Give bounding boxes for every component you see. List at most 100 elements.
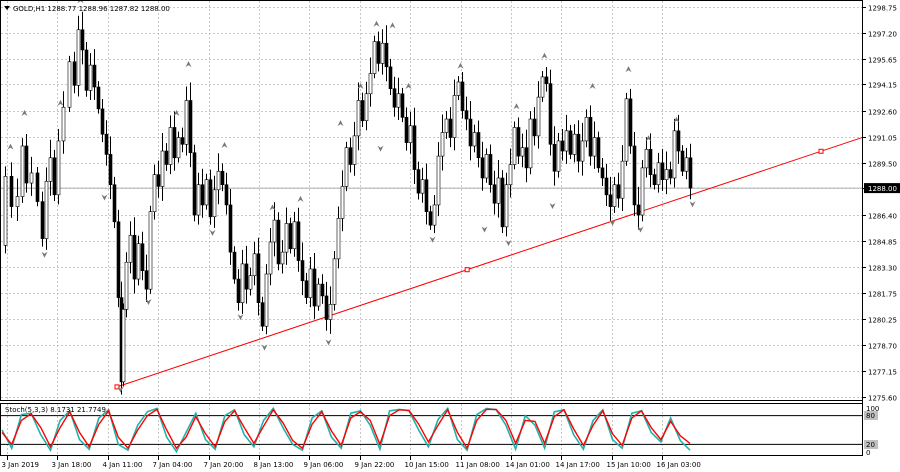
candle-body: [544, 76, 549, 84]
candle-body: [232, 251, 237, 280]
candle-body: [76, 29, 81, 86]
candle-body: [616, 184, 621, 199]
candle-body: [176, 137, 181, 159]
candle-body: [168, 127, 173, 165]
candle-body: [572, 133, 577, 155]
candle-body: [88, 64, 93, 91]
time-tick-label: 11 Jan 08:00: [456, 461, 500, 469]
stochastic-label: Stoch(5,3,3) 8.1731 21.7749: [5, 406, 106, 414]
time-tick-label: 8 Jan 13:00: [254, 461, 294, 469]
candle-body: [576, 133, 581, 162]
candle-body: [240, 263, 245, 303]
trendline-anchor[interactable]: [114, 384, 120, 390]
candle-body: [376, 41, 381, 64]
candle-body: [652, 174, 657, 186]
price-tick-label: 1294.15: [868, 82, 897, 90]
triangle-down-icon[interactable]: [4, 6, 10, 10]
candle-body: [292, 221, 297, 250]
candle-body: [536, 96, 541, 137]
price-tick-label: 1295.65: [868, 57, 897, 65]
up-arrow-icon: [457, 62, 464, 69]
candle-body: [296, 221, 301, 261]
candle-body: [280, 251, 285, 265]
candle-body: [248, 275, 253, 290]
candle-body: [364, 93, 369, 122]
candle-body: [640, 167, 645, 216]
fractals-layer: [7, 0, 696, 393]
trendline-anchor[interactable]: [818, 148, 824, 154]
candle-body: [628, 98, 633, 147]
time-tick-label: 15 Jan 10:00: [607, 461, 651, 469]
candle-body: [488, 154, 493, 186]
candle-body: [520, 147, 525, 157]
down-arrow-icon: [41, 251, 48, 258]
price-tick-label: 1281.75: [868, 291, 897, 299]
candle-body: [124, 261, 129, 310]
candle-body: [260, 302, 265, 327]
candle-body: [648, 149, 653, 175]
time-axis[interactable]: 3 Jan 2019 3 Jan 18:00 4 Jan 11:00 7 Jan 04…: [2, 456, 701, 469]
candle-body: [304, 280, 309, 298]
candle-body: [580, 140, 585, 162]
candle-body: [420, 179, 425, 194]
candle-body: [196, 184, 201, 216]
candle-body: [48, 157, 53, 182]
candle-body: [512, 127, 517, 165]
candle-body: [216, 170, 221, 191]
candle-body: [116, 221, 121, 298]
price-tick-label: 1277.15: [868, 369, 897, 377]
time-tick-label: 3 Jan 2019: [2, 461, 40, 469]
candle-body: [156, 174, 161, 187]
candle-body: [396, 93, 401, 108]
candle-body: [56, 140, 61, 196]
candle-body: [112, 184, 117, 223]
candle-body: [244, 263, 249, 290]
candle-body: [492, 184, 497, 204]
candle-body: [436, 155, 441, 206]
candle-body: [560, 140, 565, 152]
candle-body: [608, 194, 613, 207]
candle-body: [100, 108, 105, 135]
candle-body: [180, 137, 185, 145]
candle-body: [300, 260, 305, 282]
trendline-anchor[interactable]: [464, 267, 470, 273]
candle-body: [121, 309, 126, 383]
candle-body: [140, 243, 145, 271]
up-arrow-icon: [185, 61, 192, 68]
candle-body: [152, 174, 157, 212]
candle-body: [612, 184, 617, 207]
trendline-layer[interactable]: [114, 137, 863, 390]
up-arrow-icon: [57, 99, 64, 106]
candle-body: [67, 61, 72, 108]
candle-body: [592, 137, 597, 157]
current-price-label: 1288.00: [868, 185, 897, 193]
candle-body: [220, 170, 225, 186]
current-price-marker: [864, 183, 900, 194]
price-tick-label: 1284.85: [868, 239, 897, 247]
candle-body: [308, 268, 313, 298]
candle-body: [688, 157, 693, 189]
candle-body: [680, 150, 685, 172]
candle-body: [84, 49, 89, 91]
candle-body: [568, 130, 573, 155]
candle-body: [24, 145, 29, 184]
price-tick-label: 1297.20: [868, 31, 897, 39]
down-arrow-icon: [237, 314, 244, 321]
candle-body: [660, 162, 665, 180]
candle-body: [224, 184, 229, 206]
time-tick-label: 3 Jan 18:00: [52, 461, 92, 469]
candle-body: [456, 81, 461, 96]
up-arrow-icon: [21, 109, 28, 116]
up-arrow-icon: [673, 116, 680, 123]
candle-body: [288, 223, 293, 250]
down-arrow-icon: [505, 240, 512, 247]
candle-body: [264, 273, 269, 327]
candle-body: [468, 118, 473, 147]
candle-body: [348, 147, 353, 165]
price-tick-label: 1280.25: [868, 317, 897, 325]
stoch-signal-line: [1, 408, 691, 450]
candle-body: [528, 118, 533, 169]
trendline: [116, 137, 863, 388]
price-axis[interactable]: 1298.75 1297.20 1295.65 1294.15 1292.60 1291.…: [862, 5, 897, 403]
